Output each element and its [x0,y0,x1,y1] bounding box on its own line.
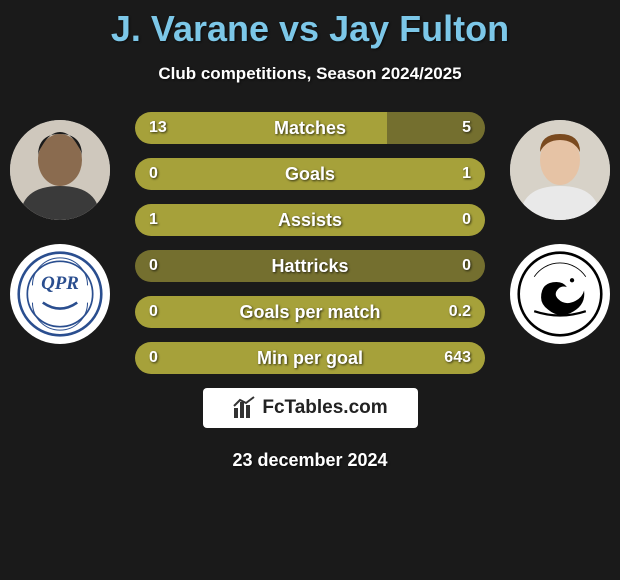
stat-row: Goals per match00.2 [135,296,485,328]
branding-badge: FcTables.com [203,388,418,428]
stat-bar-right-segment [387,112,485,144]
stat-bar-right-segment [135,296,485,328]
stat-bar-right-segment [310,250,485,282]
stat-row: Min per goal0643 [135,342,485,374]
stat-row: Assists10 [135,204,485,236]
club-left-badge: QPR [10,244,110,344]
stat-bar-track [135,250,485,282]
comparison-area: QPR Matches135 Goals01 Assists10 Hattricks0… [0,112,620,374]
page-subtitle: Club competitions, Season 2024/2025 [0,64,620,84]
stat-row: Hattricks00 [135,250,485,282]
player-right-avatar [510,120,610,220]
stat-bar-left-segment [135,112,387,144]
stat-bar-track [135,342,485,374]
swansea-badge-icon [517,251,603,337]
qpr-badge-icon: QPR [17,251,103,337]
avatar-placeholder-icon [10,120,110,220]
fctables-logo-icon [232,396,256,420]
stat-bar-track [135,204,485,236]
stat-row: Goals01 [135,158,485,190]
page-title: J. Varane vs Jay Fulton [0,0,620,50]
stat-bar-right-segment [135,342,485,374]
stat-bar-right-segment [135,158,485,190]
stat-bar-left-segment [135,250,310,282]
avatar-placeholder-icon [510,120,610,220]
stat-bar-track [135,296,485,328]
stat-bar-left-segment [135,204,485,236]
content: J. Varane vs Jay Fulton Club competition… [0,0,620,580]
player-left-avatar [10,120,110,220]
date-label: 23 december 2024 [0,450,620,471]
stat-bars: Matches135 Goals01 Assists10 Hattricks00 Goa… [135,112,485,374]
stat-row: Matches135 [135,112,485,144]
club-right-badge [510,244,610,344]
branding-text: FcTables.com [262,397,387,419]
stat-bar-track [135,112,485,144]
svg-text:QPR: QPR [41,273,79,294]
stat-bar-track [135,158,485,190]
